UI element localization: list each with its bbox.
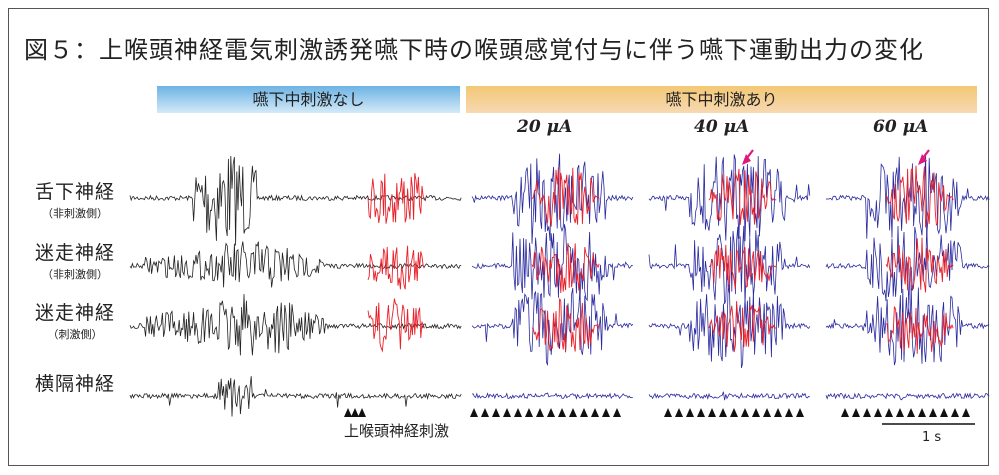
stimulus-triangle-icon — [514, 408, 522, 417]
trace-overlay-row-3-panel-1 — [531, 298, 600, 352]
stimulus-triangle-icon — [874, 408, 882, 417]
trace-control-row-4 — [129, 376, 462, 417]
trace-stim-row-4-panel-1 — [471, 392, 633, 400]
stimulus-triangle-icon — [613, 408, 621, 417]
trace-stim-row-1-panel-1 — [471, 153, 634, 244]
stimulus-triangle-icon — [907, 408, 915, 417]
trace-overlay-row-1-panel-2 — [708, 168, 777, 226]
stimulus-triangle-icon — [896, 408, 904, 417]
stimulus-triangle-icon — [741, 408, 749, 417]
stimulus-triangle-icon — [580, 408, 588, 417]
stimulus-triangle-icon — [558, 408, 566, 417]
stimulus-triangle-icon — [885, 408, 893, 417]
stimulus-triangle-icon — [470, 408, 478, 417]
trace-overlay-control-row-2 — [367, 245, 425, 290]
stimulus-triangle-icon — [536, 408, 544, 417]
scale-bar-label: 1 s — [922, 430, 942, 445]
stimulus-triangle-icon — [492, 408, 500, 417]
figure-title: 図５：上喉頭神経電気刺激誘発嚥下時の喉頭感覚付与に伴う嚥下運動出力の変化 — [24, 36, 924, 64]
stimulus-triangle-icon — [675, 408, 683, 417]
stimulus-triangle-icon — [503, 408, 511, 417]
trace-overlay-row-2-panel-2 — [708, 244, 777, 293]
stimulus-triangle-icon — [664, 408, 672, 417]
stimulus-triangle-icon — [481, 408, 489, 417]
arrow-down-left-icon — [742, 154, 751, 165]
stimulus-triangle-icon — [852, 408, 860, 417]
row-name: 舌下神経 — [34, 181, 115, 203]
stimulus-triangle-icon — [929, 408, 937, 417]
trace-stim-row-4-panel-3 — [825, 392, 990, 401]
stimulus-triangle-icon — [752, 408, 760, 417]
stimulus-triangle-icon — [841, 408, 849, 417]
stimulus-triangle-icon — [785, 408, 793, 417]
row-label-vagus-nonstim: 迷走神経 （非刺激側） — [20, 238, 130, 282]
trace-stim-row-1-panel-3 — [825, 153, 990, 239]
trace-control-row-1 — [129, 155, 462, 246]
stimulus-triangle-icon — [351, 408, 359, 417]
amplitude-label-60: 60 μA — [873, 117, 929, 137]
row-sub: （非刺激側） — [42, 207, 108, 220]
trace-overlay-row-3-panel-2 — [708, 301, 777, 353]
trace-stim-row-3-panel-2 — [648, 284, 811, 368]
row-label-phrenic: 横隔神経 — [20, 369, 130, 396]
row-name: 迷走神経 — [34, 242, 115, 264]
row-name: 横隔神経 — [34, 373, 115, 395]
trace-overlay-control-row-1 — [367, 173, 425, 224]
trace-overlay-row-1-panel-1 — [531, 167, 600, 227]
stimulus-triangle-icon — [708, 408, 716, 417]
stimulus-triangle-icon — [951, 408, 959, 417]
amplitude-label-40: 40 μA — [694, 117, 750, 137]
condition-label-with-stim: 嚥下中刺激あり — [466, 86, 977, 113]
stimulus-triangle-icon — [719, 408, 727, 417]
condition-label-no-stim: 嚥下中刺激なし — [157, 86, 460, 113]
amplitude-label-20: 20 μA — [517, 117, 573, 137]
stimulus-triangle-icon — [358, 408, 366, 417]
trace-control-row-3 — [129, 294, 462, 356]
trace-stim-row-2-panel-3 — [825, 225, 990, 308]
trace-overlay-row-1-panel-3 — [885, 165, 954, 228]
trace-stim-row-4-panel-2 — [648, 391, 810, 401]
row-label-vagus-stim: 迷走神経 （刺激側） — [20, 298, 130, 342]
stimulus-triangle-icon — [602, 408, 610, 417]
stimulus-triangle-icon — [591, 408, 599, 417]
trace-overlay-row-3-panel-3 — [885, 306, 954, 354]
arrow-down-left-icon — [918, 154, 927, 165]
stimulus-triangle-icon — [774, 408, 782, 417]
trace-stim-row-1-panel-2 — [648, 154, 811, 242]
row-sub: （刺激側） — [47, 328, 103, 341]
row-name: 迷走神経 — [34, 302, 115, 324]
stimulus-triangle-icon — [569, 408, 577, 417]
stimulus-triangle-icon — [940, 408, 948, 417]
row-label-hypoglossal: 舌下神経 （非刺激側） — [20, 177, 130, 221]
stimulus-triangle-icon — [547, 408, 555, 417]
stimulus-triangle-icon — [796, 408, 804, 417]
row-sub: （非刺激側） — [42, 268, 108, 281]
stimulus-triangle-icon — [863, 408, 871, 417]
stimulus-triangle-icon — [344, 408, 352, 417]
trace-overlay-row-2-panel-3 — [885, 237, 954, 293]
stimulus-triangle-icon — [763, 408, 771, 417]
trace-stim-row-2-panel-1 — [471, 224, 633, 302]
figure-frame — [8, 8, 989, 466]
trace-stim-row-3-panel-3 — [825, 285, 990, 366]
stimulus-triangle-icon — [686, 408, 694, 417]
stimulus-triangle-icon — [730, 408, 738, 417]
stimulus-triangle-icon — [525, 408, 533, 417]
trace-overlay-row-2-panel-1 — [531, 242, 600, 294]
trace-stim-row-3-panel-1 — [471, 287, 634, 366]
stimulus-triangle-icon — [697, 408, 705, 417]
stimulus-triangle-icon — [962, 408, 970, 417]
stimulus-label: 上喉頭神経刺激 — [344, 422, 450, 440]
stimulus-triangle-icon — [918, 408, 926, 417]
trace-overlay-control-row-3 — [367, 298, 425, 353]
